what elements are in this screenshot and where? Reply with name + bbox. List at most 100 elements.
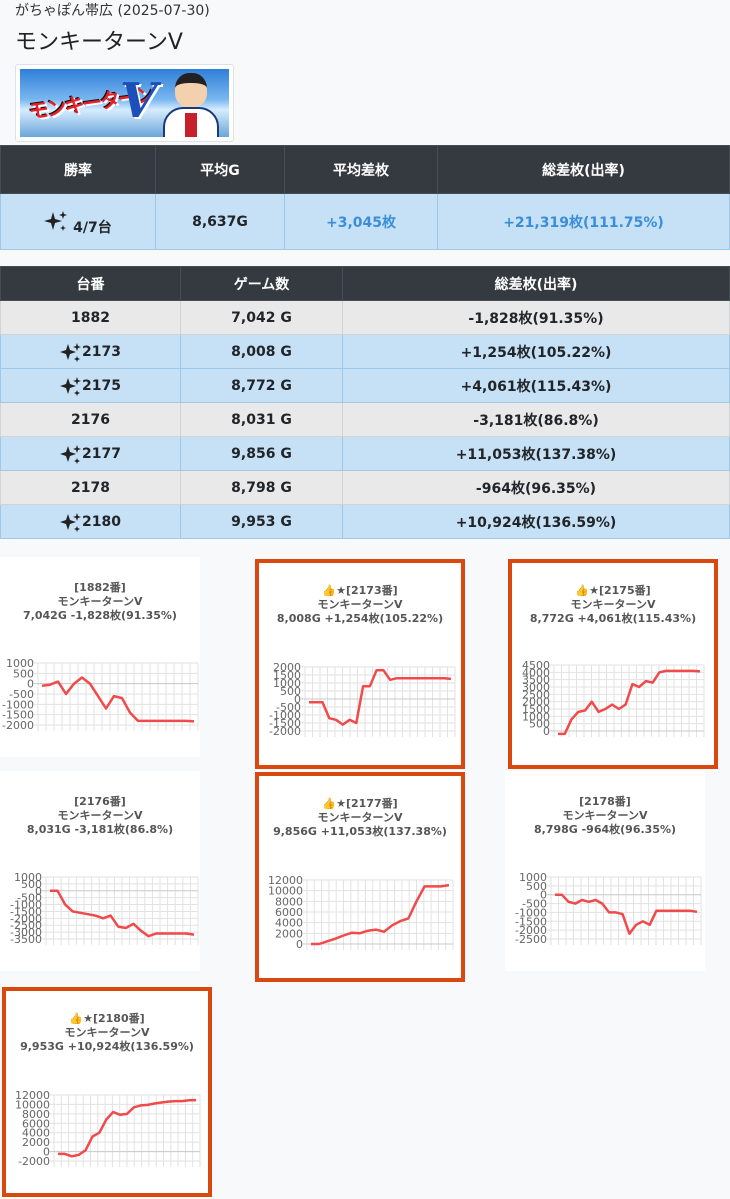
- machine-number-cell: 2180: [0, 504, 181, 539]
- y-tick-label: 1500: [522, 703, 550, 716]
- machine-row: 2173 8,008 G +1,254枚(105.22%): [0, 334, 730, 369]
- thumbs-up-icon: 👍: [69, 1012, 84, 1025]
- chart-card-2177[interactable]: 👍★[2177番] モンキーターンV 9,856G +11,053枚(137.38%…: [255, 772, 465, 982]
- y-tick-label: -1000: [2, 698, 34, 711]
- chart-model: モンキーターンV: [57, 809, 143, 822]
- chart-caption: 👍★[2173番] モンキーターンV 8,008G +1,254枚(105.22%): [259, 584, 461, 626]
- summary-avg-games: 8,637G: [155, 193, 285, 250]
- chart-title: 👍★[2175番]: [512, 584, 714, 598]
- y-tick-label: 4000: [275, 917, 303, 930]
- y-tick-label: 8000: [275, 895, 303, 908]
- machine-games: 8,798 G: [180, 470, 343, 505]
- machine-total: +1,254枚(105.22%): [342, 334, 730, 369]
- y-tick-label: 500: [280, 685, 301, 698]
- chart-model: モンキーターンV: [57, 595, 143, 608]
- y-tick-label: 4000: [22, 1127, 50, 1140]
- machine-number-cell: 2175: [0, 368, 181, 403]
- chart-title: [2178番]: [505, 795, 705, 809]
- machines-header-total: 総差枚(出率): [342, 266, 730, 301]
- y-tick-label: 500: [21, 878, 42, 891]
- machine-total: -3,181枚(86.8%): [342, 402, 730, 437]
- chart-title: [1882番]: [0, 581, 200, 595]
- summary-avg-diff: +3,045枚: [284, 193, 438, 250]
- machine-total: +4,061枚(115.43%): [342, 368, 730, 403]
- y-tick-label: 1000: [6, 657, 34, 670]
- summary-win-rate-cell: 4/7台: [0, 193, 156, 250]
- chart-caption: 👍★[2175番] モンキーターンV 8,772G +4,061枚(115.43%): [512, 584, 714, 626]
- chart-card-2175[interactable]: 👍★[2175番] モンキーターンV 8,772G +4,061枚(115.43%)…: [508, 559, 718, 769]
- series-line: [58, 1098, 197, 1158]
- machine-row: 2178 8,798 G -964枚(96.35%): [0, 470, 730, 505]
- y-tick-label: 10000: [268, 885, 303, 898]
- y-tick-label: -500: [276, 701, 301, 714]
- summary-header-avg-diff: 平均差枚: [284, 145, 438, 194]
- y-tick-label: 8000: [22, 1108, 50, 1121]
- banner-character: [159, 71, 221, 137]
- machine-number-cell: 2177: [0, 436, 181, 471]
- y-tick-label: -2000: [515, 924, 547, 937]
- chart-stats: 7,042G -1,828枚(91.35%): [23, 609, 177, 622]
- y-tick-label: 1000: [519, 871, 547, 884]
- chart-caption: [2178番] モンキーターンV 8,798G -964枚(96.35%): [505, 795, 705, 837]
- y-tick-label: 2500: [522, 688, 550, 701]
- thumbs-up-icon: 👍: [322, 584, 337, 597]
- y-tick-label: -1500: [515, 915, 547, 928]
- chart-model: モンキーターンV: [64, 1026, 150, 1039]
- y-tick-label: 500: [526, 880, 547, 893]
- y-tick-label: 4000: [522, 666, 550, 679]
- chart-stats: 8,772G +4,061枚(115.43%): [529, 612, 697, 625]
- star-icon: ★: [589, 584, 599, 597]
- machine-number-cell: 2173: [0, 334, 181, 369]
- y-tick-label: 4500: [522, 659, 550, 672]
- y-tick-label: 0: [543, 725, 550, 738]
- chart-machine-number: [2173番]: [345, 584, 398, 597]
- y-tick-label: -500: [17, 892, 42, 905]
- chart-machine-number: [2180番]: [92, 1012, 145, 1025]
- y-tick-label: 0: [296, 938, 303, 951]
- machine-number: 2178: [71, 479, 110, 496]
- chart-stats: 8,798G -964枚(96.35%): [533, 823, 677, 836]
- y-tick-label: 1500: [273, 669, 301, 682]
- machine-row: 2176 8,031 G -3,181枚(86.8%): [0, 402, 730, 437]
- machine-total: +11,053枚(137.38%): [342, 436, 730, 471]
- chart-card-2176[interactable]: [2176番] モンキーターンV 8,031G -3,181枚(86.8%) 1000…: [0, 771, 200, 971]
- machine-games: 8,031 G: [180, 402, 343, 437]
- y-tick-label: 0: [35, 885, 42, 898]
- banner-logo-v: V: [120, 73, 158, 129]
- y-tick-label: -2000: [2, 719, 34, 732]
- chart-svg: 10005000-500-1000-1500-2000-2500-3000-35…: [10, 871, 199, 946]
- machine-number-cell: 2176: [0, 402, 181, 437]
- y-tick-label: -500: [522, 898, 547, 911]
- series-line: [558, 669, 701, 736]
- thumbs-up-icon: 👍: [575, 584, 590, 597]
- machine-row: 2175 8,772 G +4,061枚(115.43%): [0, 368, 730, 403]
- star-icon: ★: [336, 584, 346, 597]
- sparkle-icon: [60, 512, 82, 532]
- y-tick-label: -500: [9, 688, 34, 701]
- chart-machine-number: [2177番]: [345, 797, 398, 810]
- chart-title: 👍★[2177番]: [259, 797, 461, 811]
- chart-card-2178[interactable]: [2178番] モンキーターンV 8,798G -964枚(96.35%) 1000 5…: [505, 771, 705, 971]
- machines-table: 台番 ゲーム数 総差枚(出率) 1882 7,042 G -1,828枚(91.35…: [0, 266, 730, 539]
- chart-model: モンキーターンV: [570, 598, 656, 611]
- sparkle-icon: [60, 444, 82, 464]
- chart-machine-number: [2176番]: [74, 795, 126, 808]
- machine-number: 2176: [71, 411, 110, 428]
- y-tick-label: -2500: [10, 919, 42, 932]
- y-tick-label: 2000: [275, 927, 303, 940]
- chart-title: [2176番]: [0, 795, 200, 809]
- chart-card-2180[interactable]: 👍★[2180番] モンキーターンV 9,953G +10,924枚(136.59%…: [2, 987, 212, 1197]
- y-tick-label: 1000: [14, 871, 42, 884]
- machines-header-number: 台番: [0, 266, 181, 301]
- machine-number-cell: 1882: [0, 300, 181, 335]
- summary-table: 勝率 平均G 平均差枚 総差枚(出率) 4/7台 8,637G +3,045枚 …: [0, 145, 730, 250]
- chart-card-1882[interactable]: [1882番] モンキーターンV 7,042G -1,828枚(91.35%) 100…: [0, 557, 200, 757]
- machine-games: 9,856 G: [180, 436, 343, 471]
- y-tick-label: -2500: [515, 933, 547, 946]
- chart-card-2173[interactable]: 👍★[2173番] モンキーターンV 8,008G +1,254枚(105.22%)…: [255, 559, 465, 769]
